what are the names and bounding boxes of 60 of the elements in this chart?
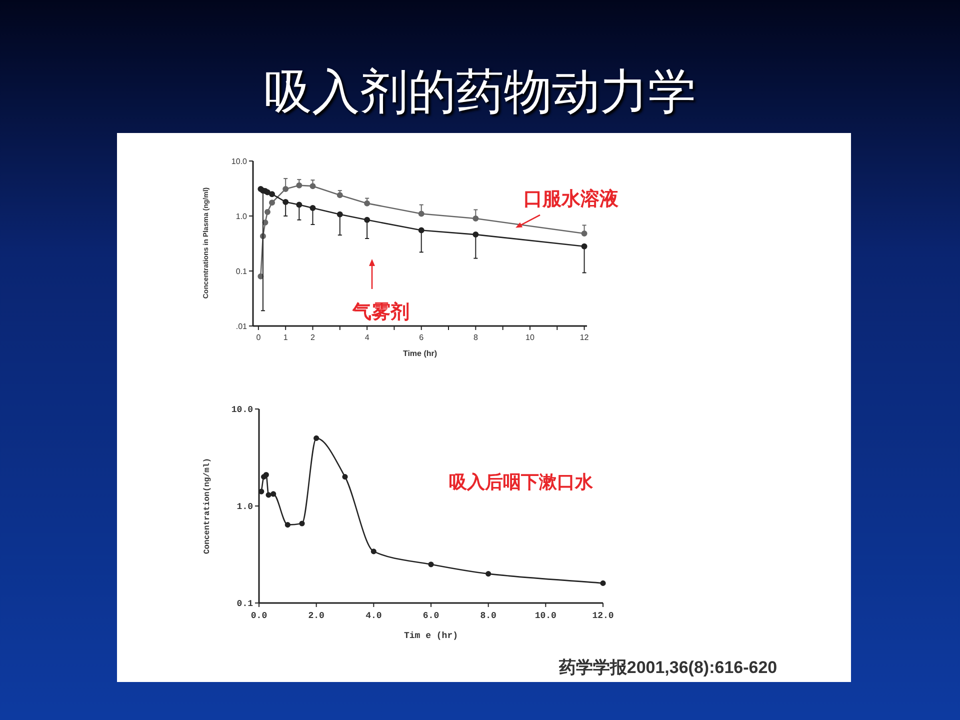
y-tick-label: 0.1 xyxy=(236,599,254,610)
point xyxy=(472,216,479,222)
y-tick-label: .01 xyxy=(236,322,248,331)
point xyxy=(263,472,269,478)
point xyxy=(299,520,305,526)
x-tick-label: 1 xyxy=(283,333,288,342)
text: 药学学报2001,36(8):616-620 xyxy=(558,658,778,677)
x-tick-label: 10.0 xyxy=(534,611,556,621)
x-tick-label: 6 xyxy=(419,333,424,342)
x-tick-label: 2 xyxy=(310,333,316,342)
point xyxy=(600,580,606,586)
y-tick-label: 10.0 xyxy=(231,405,253,416)
x-tick-label: 0 xyxy=(256,333,262,342)
point xyxy=(364,216,370,223)
point xyxy=(296,202,302,208)
point xyxy=(336,211,343,218)
x-tick-label: 8.0 xyxy=(480,611,496,621)
x-tick-label: 12 xyxy=(580,333,590,342)
x-axis-title: Time (hr) xyxy=(402,349,438,358)
y-tick-label: 1.0 xyxy=(236,212,248,221)
y-tick-label: 10.0 xyxy=(231,156,248,166)
y-axis-title: Concentration(ng/ml) xyxy=(203,458,212,554)
annotation: 口服水溶液 xyxy=(524,188,620,210)
annotation: 气雾剂 xyxy=(352,301,410,323)
point xyxy=(266,492,272,498)
point xyxy=(310,183,316,190)
point xyxy=(581,230,588,237)
x-tick-label: 10 xyxy=(526,333,535,342)
point xyxy=(264,209,270,216)
x-tick-label: 12.0 xyxy=(592,611,614,621)
point xyxy=(310,204,316,211)
point xyxy=(269,191,276,198)
point xyxy=(336,192,343,198)
x-tick-label: 4.0 xyxy=(366,611,382,621)
point xyxy=(418,210,424,217)
point xyxy=(284,522,290,528)
x-tick-label: 2.0 xyxy=(308,611,324,621)
chart-title: 吸入剂的药物动力学 xyxy=(264,66,696,119)
point xyxy=(370,548,376,554)
y-tick-label: 0.1 xyxy=(236,266,248,276)
point xyxy=(364,200,370,206)
point xyxy=(314,435,320,441)
x-axis-title: Tim e (hr) xyxy=(404,631,458,641)
point xyxy=(472,232,479,238)
point xyxy=(282,198,289,205)
point xyxy=(581,243,588,250)
point xyxy=(428,562,434,568)
point xyxy=(296,182,302,188)
point xyxy=(486,571,492,577)
annotation: 吸入后咽下漱口水 xyxy=(449,472,594,492)
point xyxy=(418,227,424,234)
x-tick-label: 6.0 xyxy=(422,611,440,621)
point xyxy=(269,200,276,206)
point xyxy=(342,474,348,480)
y-tick-label: 1.0 xyxy=(236,502,253,512)
point xyxy=(270,491,276,497)
x-tick-label: 0.0 xyxy=(250,611,268,621)
x-tick-label: 8 xyxy=(473,333,478,342)
x-tick-label: 4 xyxy=(364,333,370,342)
point xyxy=(282,186,289,192)
